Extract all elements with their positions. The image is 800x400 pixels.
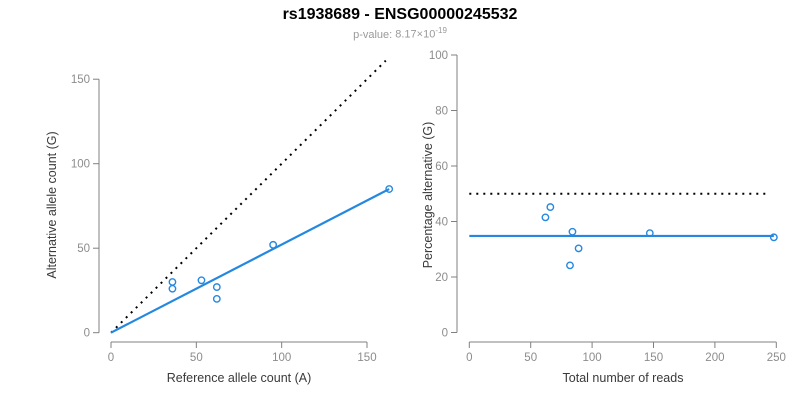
right-x-tick-label: 100: [583, 352, 602, 364]
right-x-tick-label: 250: [767, 352, 786, 364]
right-x-tick-label: 0: [466, 352, 472, 364]
left-data-point: [385, 185, 394, 193]
right-y-tick-label: 60: [435, 161, 448, 173]
page-title: rs1938689 - ENSG00000245532: [282, 6, 518, 23]
regression-line: [110, 188, 390, 334]
right-y-tick-label: 0: [442, 328, 448, 340]
left-y-tick-label: 100: [71, 159, 90, 171]
left-x-axis-title: Reference allele count (A): [166, 371, 312, 385]
right-data-point: [645, 229, 654, 238]
left-data-point: [212, 294, 221, 303]
left-y-tick-label: 150: [71, 74, 90, 86]
right-x-tick-label: 50: [524, 352, 537, 364]
p-value-label: p-value:: [353, 28, 393, 41]
left-data-point: [197, 276, 206, 285]
left-y-tick-label: 50: [77, 243, 90, 255]
right-x-tick-label: 150: [644, 352, 663, 364]
p-value-subtitle: p-value: 8.17×10-19: [0, 26, 800, 41]
right-y-tick-label: 80: [435, 106, 448, 118]
p-value-times: ×: [416, 28, 424, 41]
left-y-tick-label: 0: [84, 328, 90, 340]
identity-line: [110, 59, 387, 334]
left-x-tick-label: 0: [108, 352, 114, 364]
right-data-point: [769, 233, 778, 242]
left-x-tick-label: 150: [357, 352, 376, 364]
p-value-base: 10: [423, 28, 436, 41]
right-data-point: [574, 244, 583, 253]
right-y-tick-label: 100: [429, 50, 448, 62]
left-data-point: [212, 283, 221, 291]
right-y-tick-label: 20: [435, 272, 448, 284]
left-y-axis-title: Alternative allele count (G): [45, 131, 59, 279]
right-data-point: [566, 261, 574, 270]
left-x-tick-label: 100: [272, 352, 291, 364]
right-data-point: [568, 227, 577, 236]
right-x-tick-label: 200: [705, 352, 724, 364]
left-x-tick-label: 50: [190, 352, 203, 364]
right-y-axis-title: Percentage alternative (G): [421, 121, 435, 269]
right-x-axis-title: Total number of reads: [562, 371, 684, 385]
p-value-exponent: -19: [435, 26, 447, 35]
p-value-mantissa: 8.17: [395, 28, 417, 41]
right-y-tick-label: 40: [435, 217, 448, 229]
right-data-point: [541, 213, 550, 222]
left-data-point: [168, 278, 177, 286]
right-data-point: [546, 203, 555, 211]
left-data-point: [269, 240, 278, 249]
left-data-point: [168, 284, 177, 293]
